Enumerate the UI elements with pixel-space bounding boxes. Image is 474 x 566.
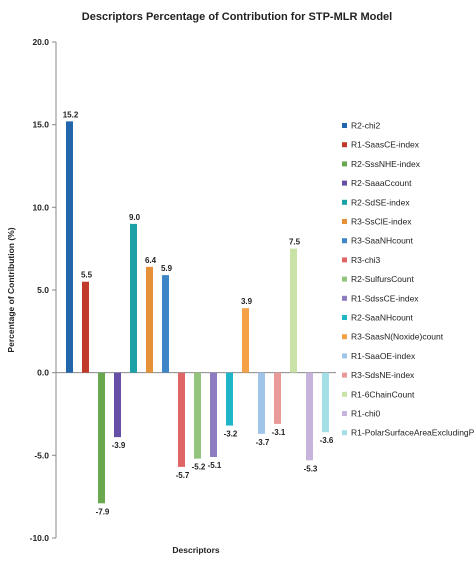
bar (178, 372, 185, 467)
data-label: -3.6 (320, 436, 334, 445)
legend-swatch (342, 199, 347, 205)
bar (242, 308, 249, 373)
legend-swatch (342, 142, 347, 148)
legend-swatch (342, 411, 347, 416)
bar (82, 281, 89, 373)
legend-swatch (342, 123, 347, 128)
y-tick-label: 0.0 (37, 368, 49, 378)
data-label: -3.7 (256, 438, 270, 447)
x-axis-label: Descriptors (172, 545, 220, 555)
legend-entry: R3-SaaNHcount (351, 236, 414, 246)
bar (162, 275, 169, 373)
legend-entry: R2-SaaaCcount (351, 178, 412, 188)
bar (306, 372, 313, 461)
legend-entry: R1-SdssCE-index (351, 293, 419, 303)
data-label: -5.7 (176, 471, 190, 480)
legend-swatch (342, 334, 347, 340)
legend-swatch (342, 391, 347, 397)
legend-swatch (342, 353, 347, 359)
data-label: 5.5 (81, 271, 93, 280)
bar (258, 372, 265, 434)
legend-swatch (342, 430, 347, 436)
bar (322, 372, 329, 433)
y-axis-label: Percentage of Contribution (%) (6, 227, 16, 352)
bar (290, 248, 297, 373)
data-label: 15.2 (63, 110, 79, 119)
legend-entry: R2-SaaNHcount (351, 313, 414, 323)
bar (226, 372, 233, 426)
legend-entry: R3-SaasN(Noxide)count (351, 332, 444, 342)
y-axis-ticks: 20.0 15.0 10.0 5.0 0.0 -5.0 -10.0 (30, 37, 56, 543)
y-tick-label: -10.0 (30, 533, 50, 543)
bars (66, 121, 329, 504)
bar (210, 372, 217, 457)
legend-entry: R2-SulfursCount (351, 274, 414, 284)
bar (130, 223, 137, 373)
legend-swatch (342, 315, 347, 320)
legend-entry: R3-chi3 (351, 255, 381, 265)
legend-swatch (342, 257, 347, 263)
y-tick-label: 10.0 (32, 202, 49, 212)
data-label: -7.9 (96, 507, 110, 516)
bar (98, 372, 105, 504)
data-label: -5.2 (192, 463, 206, 472)
legend-entry: R1-SaasCE-index (351, 140, 420, 150)
legend-swatch (342, 295, 347, 301)
data-label: 7.5 (289, 238, 301, 247)
bar (194, 372, 201, 459)
bar (114, 372, 121, 438)
legend-entry: R2-SssNHE-index (351, 159, 421, 169)
chart-title: Descriptors Percentage of Contribution f… (82, 11, 392, 23)
legend-entry: R1-chi0 (351, 409, 381, 419)
legend-swatch (342, 372, 347, 378)
legend-swatch (342, 238, 347, 244)
data-label: -5.3 (304, 464, 318, 473)
legend-entry: R2-SdSE-index (351, 197, 410, 207)
legend-swatch (342, 180, 347, 186)
data-label: -3.2 (224, 430, 238, 439)
legend-entry: R3-SsClE-index (351, 217, 412, 227)
legend-entry: R3-SdsNE-index (351, 370, 415, 380)
y-tick-label: -5.0 (34, 450, 49, 460)
bar (66, 121, 73, 373)
legend-entry: R1-PolarSurfaceAreaExcludingPandS (351, 428, 474, 438)
legend-swatch (342, 276, 347, 282)
legend-entry: R1-6ChainCount (351, 389, 415, 399)
data-label: -3.1 (272, 428, 286, 437)
y-tick-label: 20.0 (32, 37, 49, 47)
data-label: 9.0 (129, 213, 141, 222)
y-tick-label: 15.0 (32, 120, 49, 130)
legend-entry: R2-chi2 (351, 121, 381, 131)
legend-swatch (342, 219, 347, 224)
data-label: 6.4 (145, 256, 157, 265)
data-label: 5.9 (161, 264, 173, 273)
data-label: -5.1 (208, 461, 222, 470)
y-tick-label: 5.0 (37, 285, 49, 295)
data-labels: 15.2 5.5 -7.9 -3.9 9.0 6.4 5.9 -5.7-5.2 -5.1 -3.2… (63, 110, 334, 516)
bar (274, 372, 281, 424)
legend-swatch (342, 161, 347, 167)
data-label: -3.9 (112, 441, 126, 450)
legend-entry: R1-SaaOE-index (351, 351, 416, 361)
legend: R2-chi2 R1-SaasCE-index R2-SssNHE-index R2-… (342, 121, 474, 438)
bar (146, 266, 153, 373)
data-label: 3.9 (241, 297, 253, 306)
